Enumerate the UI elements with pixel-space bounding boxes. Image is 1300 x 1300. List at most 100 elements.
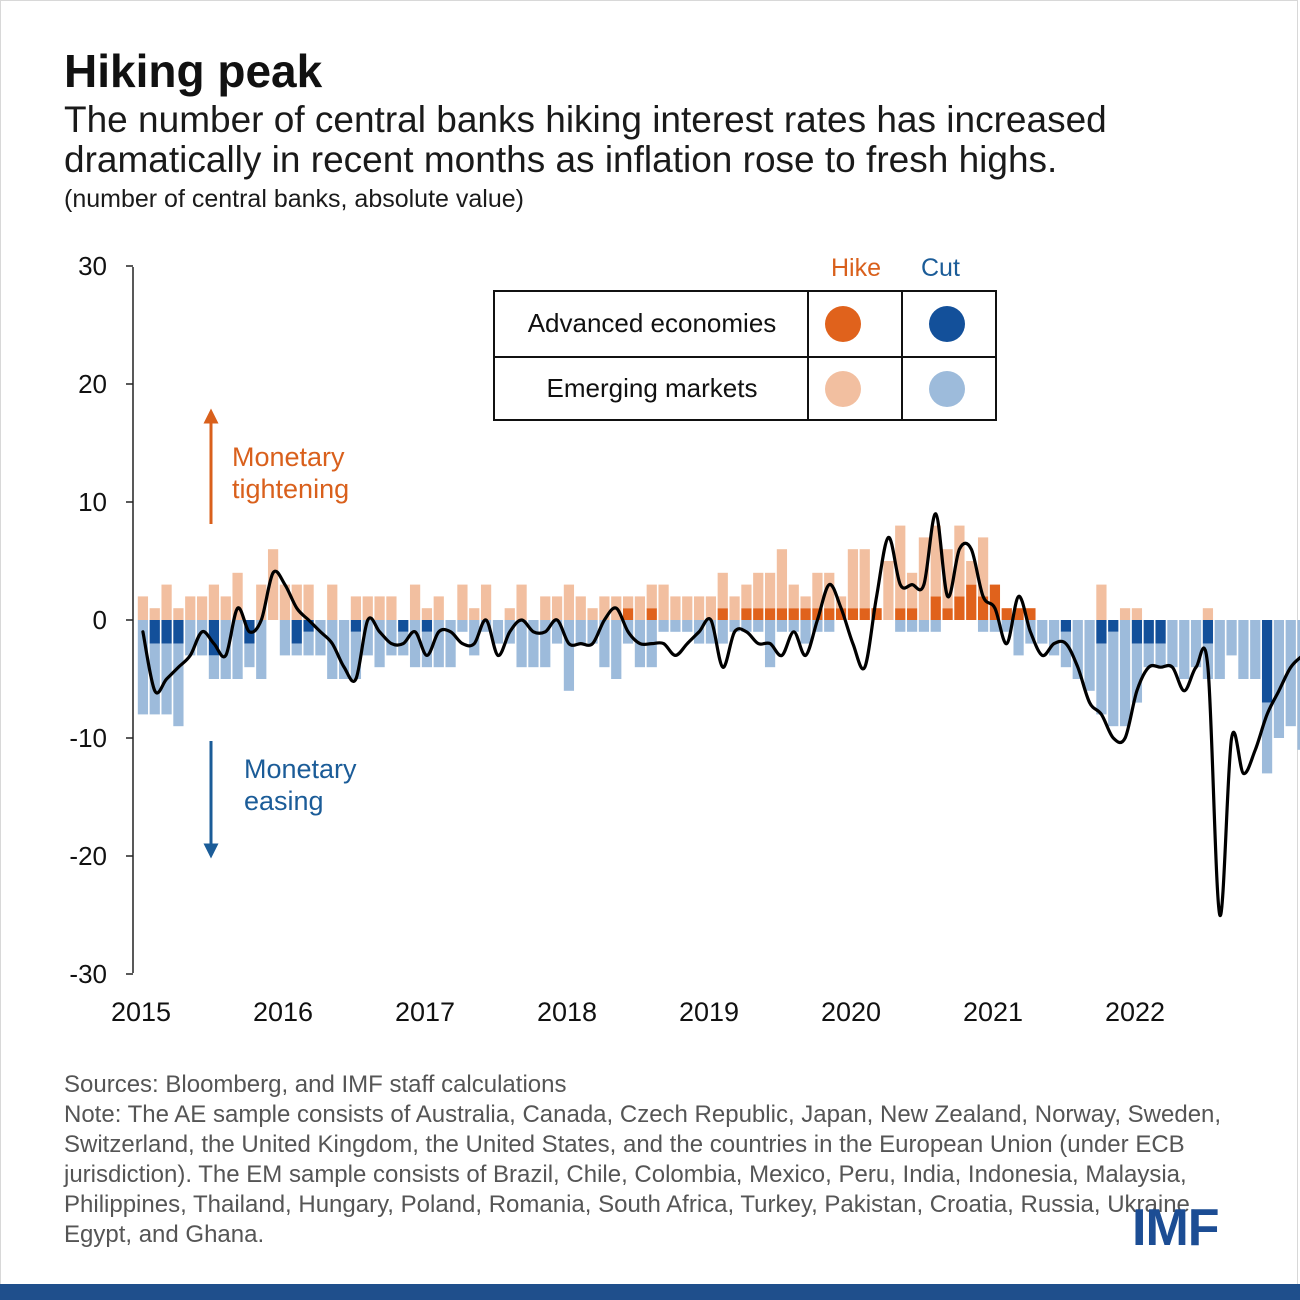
x-tick-label: 2022 — [1105, 997, 1165, 1027]
bar-em-cut — [149, 643, 160, 715]
y-tick-label: 10 — [78, 487, 107, 517]
legend-cut-header: Cut — [921, 254, 960, 282]
bar-ae-hike — [824, 608, 835, 620]
x-tick-label: 2021 — [963, 997, 1023, 1027]
bar-em-cut — [1072, 620, 1083, 679]
bar-em-cut — [918, 620, 930, 632]
bar-ae-hike — [930, 596, 941, 620]
bar-em-cut — [587, 620, 598, 644]
bar-em-hike — [232, 572, 243, 620]
x-tick-label: 2017 — [395, 997, 455, 1027]
bar-ae-hike — [954, 596, 965, 620]
bar-em-cut — [528, 620, 539, 668]
bar-em-cut — [185, 620, 196, 656]
bar-em-cut — [244, 643, 255, 668]
bar-em-hike — [256, 584, 267, 620]
bar-em-cut — [220, 620, 231, 679]
bar-em-cut — [196, 620, 208, 656]
x-tick-label: 2020 — [821, 997, 881, 1027]
bar-em-hike — [386, 596, 397, 620]
bar-em-hike — [516, 584, 527, 620]
bar-ae-cut — [1155, 620, 1166, 644]
bar-em-cut — [812, 620, 823, 632]
x-tick-label: 2015 — [111, 997, 171, 1027]
chart-units: (number of central banks, absolute value… — [64, 185, 524, 213]
bar-em-hike — [469, 608, 480, 620]
bar-em-cut — [1108, 631, 1119, 727]
bar-ae-cut — [1143, 620, 1154, 644]
y-tick-label: 0 — [93, 605, 107, 635]
easing-label-line1: Monetary — [244, 754, 357, 784]
bar-em-hike — [457, 584, 468, 620]
bar-em-cut — [1238, 620, 1249, 679]
bar-em-cut — [137, 620, 149, 715]
note-text: Note: The AE sample consists of Australi… — [64, 1101, 1222, 1248]
bar-em-cut — [1273, 620, 1285, 738]
bar-ae-hike — [847, 608, 859, 620]
bar-ae-hike — [835, 608, 847, 620]
bar-em-cut — [1048, 620, 1060, 656]
legend-table: Advanced economies Emerging markets — [493, 290, 997, 421]
bar-em-cut — [895, 620, 906, 632]
y-tick-label: -10 — [69, 723, 107, 753]
bar-ae-hike — [812, 608, 823, 620]
bar-em-cut — [409, 620, 421, 668]
bar-ae-hike — [942, 608, 953, 620]
bar-em-cut — [800, 620, 811, 644]
bar-em-cut — [824, 620, 835, 632]
bar-em-hike — [575, 596, 586, 620]
bar-em-hike — [551, 596, 563, 620]
bar-em-cut — [611, 620, 622, 679]
bar-em-cut — [717, 620, 728, 644]
bar-em-hike — [327, 584, 338, 620]
bar-em-hike — [374, 596, 385, 620]
bar-em-cut — [386, 620, 397, 656]
bar-em-cut — [338, 620, 350, 679]
bar-em-hike — [764, 572, 776, 609]
chart-area: 30 20 10 0 -10 -20 -30 2015 2016 2017 2018 2019 202… — [69, 251, 1300, 1027]
bar-ae-hike — [1001, 608, 1012, 620]
bar-em-cut — [173, 643, 184, 727]
bar-em-hike — [895, 525, 906, 609]
bar-ae-hike — [859, 608, 870, 620]
bar-em-hike — [776, 549, 788, 609]
bar-em-cut — [256, 620, 267, 679]
bar-ae-cut — [161, 620, 172, 644]
bar-em-hike — [433, 596, 444, 620]
bar-em-hike — [634, 596, 646, 620]
bar-em-hike — [883, 561, 894, 620]
chart-subtitle: The number of central banks hiking inter… — [64, 99, 1107, 180]
x-tick-label: 2018 — [537, 997, 597, 1027]
bar-em-hike — [563, 584, 575, 620]
bar-ae-hike — [717, 608, 728, 620]
bar-em-cut — [1190, 620, 1202, 668]
bar-ae-cut — [1060, 620, 1072, 632]
bar-em-hike — [977, 537, 989, 597]
bar-ae-cut — [398, 620, 409, 632]
bar-em-cut — [1037, 620, 1048, 644]
y-tick-label: -30 — [69, 959, 107, 989]
y-tick-label: 20 — [78, 369, 107, 399]
bar-em-cut — [989, 620, 1001, 632]
bar-ae-cut — [1131, 620, 1143, 644]
bar-em-hike — [409, 584, 421, 620]
bar-em-cut — [551, 620, 563, 644]
bar-em-cut — [705, 620, 717, 644]
bar-em-cut — [930, 620, 941, 632]
bar-em-cut — [303, 631, 314, 656]
bar-em-hike — [942, 549, 953, 609]
bar-em-hike — [1202, 608, 1214, 620]
bar-em-hike — [149, 608, 160, 620]
bar-em-cut — [492, 620, 504, 644]
bars-group — [137, 525, 1300, 774]
sources-note: Sources: Bloomberg, and IMF staff calcul… — [64, 1070, 1254, 1250]
easing-label-line2: easing — [244, 786, 324, 816]
bar-em-cut — [906, 620, 918, 632]
bar-ae-hike — [871, 608, 882, 620]
bar-ae-cut — [149, 620, 160, 644]
bar-em-cut — [788, 620, 799, 632]
bar-em-hike — [540, 596, 551, 620]
legend-dot-ae-cut — [929, 306, 965, 342]
bar-em-cut — [374, 620, 385, 668]
y-tick-label: 30 — [78, 251, 107, 281]
